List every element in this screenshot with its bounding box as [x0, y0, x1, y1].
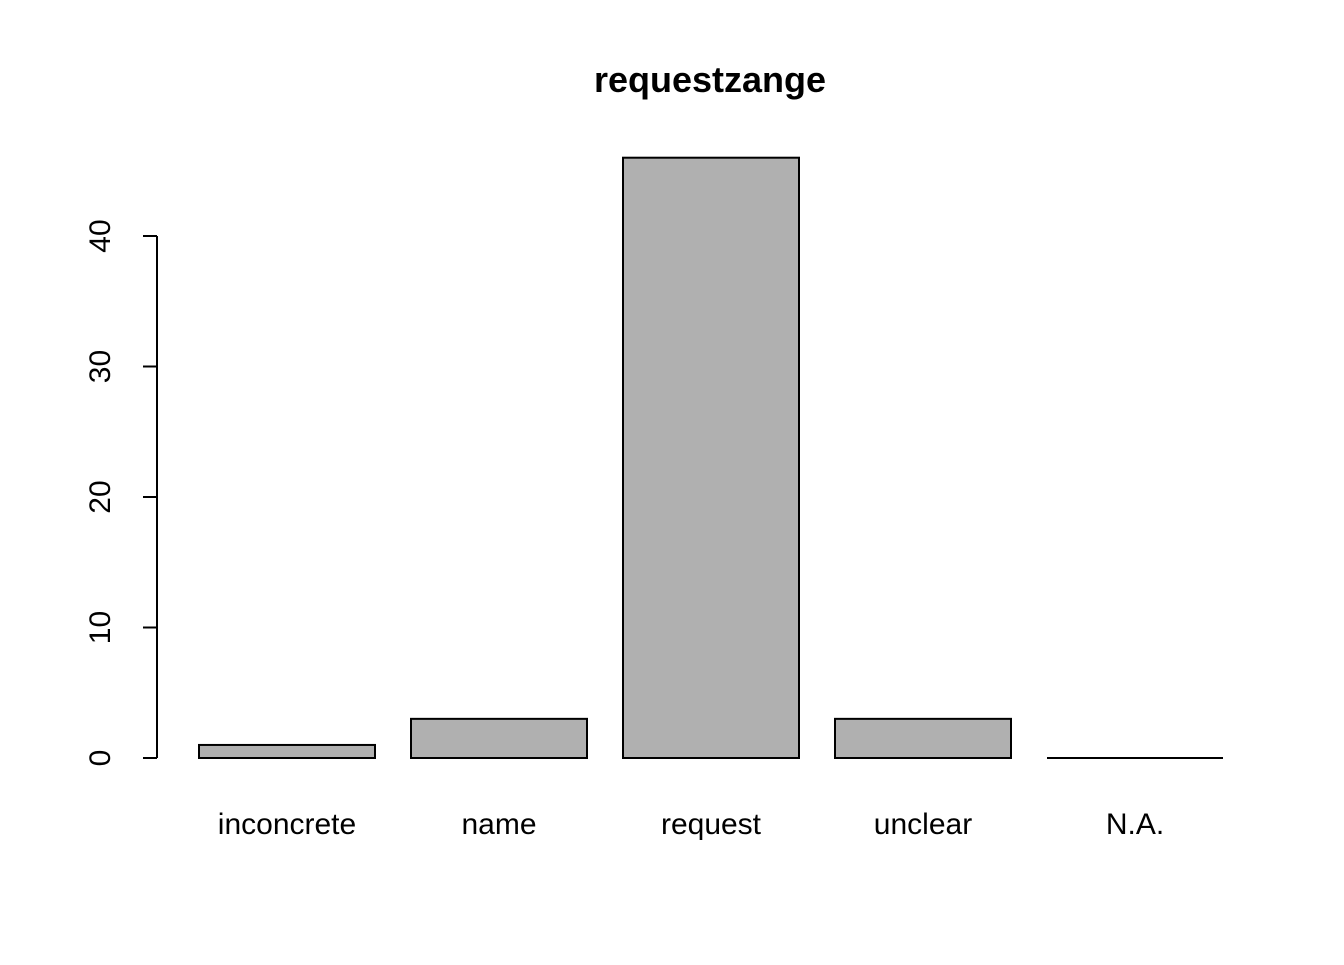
bar-name [410, 717, 588, 759]
y-tick-label: 20 [84, 480, 117, 513]
y-tick-label: 30 [84, 350, 117, 383]
x-category-label: unclear [874, 808, 972, 841]
bars [198, 156, 1223, 760]
x-axis-labels: inconcrete name request unclear N.A. [218, 808, 1164, 841]
y-tick-label: 0 [84, 750, 117, 767]
x-category-label: N.A. [1106, 808, 1164, 841]
bar-inconcrete [198, 743, 376, 760]
y-tick-label: 10 [84, 611, 117, 644]
y-tick-label: 40 [84, 219, 117, 252]
chart-title: requestzange [594, 59, 826, 100]
bar-unclear [834, 717, 1012, 759]
bar-request [622, 156, 800, 759]
x-category-label: request [661, 808, 762, 841]
x-category-label: name [461, 808, 536, 841]
x-category-label: inconcrete [218, 808, 356, 841]
y-axis: 0 10 20 30 40 [84, 219, 158, 767]
